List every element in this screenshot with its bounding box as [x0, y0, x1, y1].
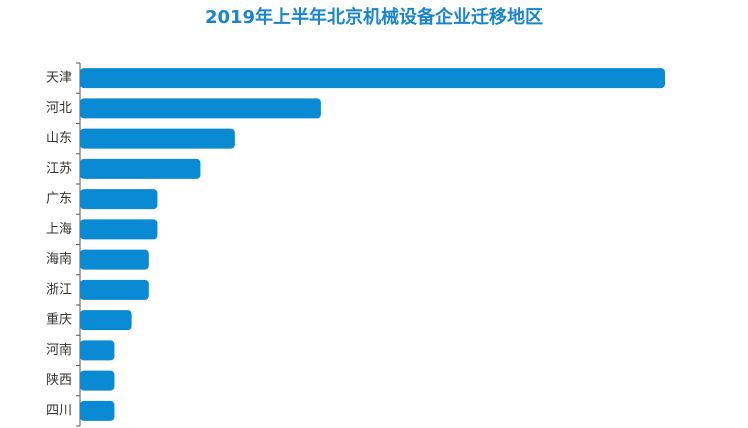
y-tick-label: 河北 — [46, 101, 72, 116]
y-tick-label: 天津 — [46, 71, 72, 86]
bar — [80, 219, 158, 240]
bar — [80, 400, 115, 421]
y-tick-label: 四川 — [46, 403, 72, 418]
bar — [80, 98, 321, 119]
bar — [80, 158, 201, 179]
y-tick-label: 江苏 — [46, 160, 72, 176]
y-tick-label: 重庆 — [46, 312, 72, 328]
bar — [80, 128, 235, 149]
bar — [80, 310, 132, 331]
y-tick-label: 广东 — [46, 192, 72, 207]
y-tick-label: 山东 — [46, 131, 72, 146]
y-tick-label: 河南 — [46, 342, 72, 358]
y-tick-label: 海南 — [46, 251, 72, 267]
bar — [80, 279, 149, 300]
bar — [80, 68, 665, 89]
chart-title: 2019年上半年北京机械设备企业迁移地区 — [205, 6, 543, 28]
y-tick-label: 浙江 — [46, 282, 72, 297]
y-tick-label: 上海 — [46, 222, 72, 237]
bar — [80, 340, 115, 361]
bar — [80, 189, 158, 210]
y-tick-label: 陕西 — [46, 373, 72, 388]
bar — [80, 249, 149, 270]
bar — [80, 370, 115, 391]
